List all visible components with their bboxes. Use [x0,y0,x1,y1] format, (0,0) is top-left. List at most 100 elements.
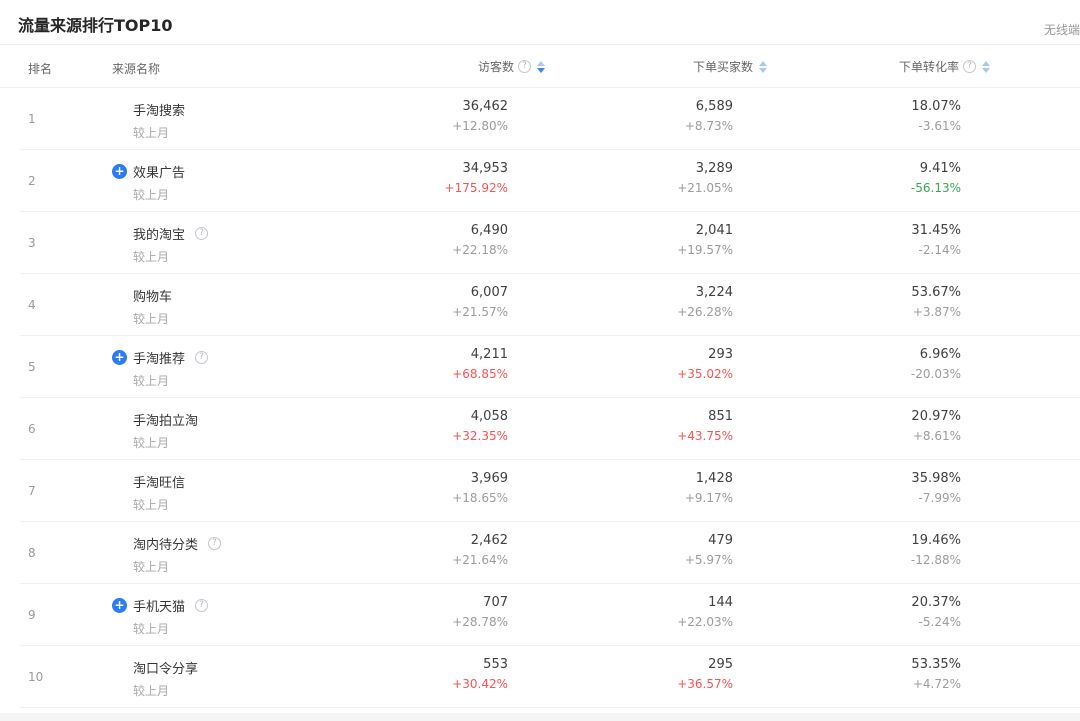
column-label-conversion: 下单转化率 [898,60,959,74]
buyers-cell: 293 +35.02% [677,347,733,381]
compare-label: 较上月 [133,126,170,140]
buyers-value: 144 [708,595,733,610]
conversion-change: +3.87% [912,305,961,319]
compare-label: 较上月 [133,560,170,574]
rank-number: 3 [28,236,36,250]
buyers-change: +26.28% [677,305,733,319]
source-name: 手淘旺信 [133,476,186,491]
source-name: 我的淘宝 [133,228,186,243]
visitors-change: +21.64% [452,553,508,567]
buyers-change: +19.57% [677,243,733,257]
conversion-change: -20.03% [910,367,961,381]
buyers-change: +5.97% [684,553,733,567]
buyers-cell: 1,428 +9.17% [685,471,733,505]
table-row: 7 + 手淘旺信 较上月 3,969 +18.65% 1,428 +9.17% … [0,460,1080,522]
source-name: 手淘拍立淘 [133,414,199,429]
buyers-value: 2,041 [695,223,733,238]
buyers-value: 3,224 [695,285,733,300]
help-icon[interactable]: ? [518,60,531,73]
source-cell: + 淘内待分类 ? 较上月 [112,534,222,575]
source-name: 手机天猫 [133,600,186,615]
conversion-cell: 19.46% -12.88% [911,533,961,567]
conversion-value: 20.37% [911,595,961,610]
table-row: 1 + 手淘搜索 较上月 36,462 +12.80% 6,589 +8.73%… [0,88,1080,150]
visitors-cell: 3,969 +18.65% [452,471,508,505]
column-header-buyers[interactable]: 下单买家数 [693,58,767,75]
sort-desc-arrow [982,67,990,73]
help-icon[interactable]: ? [963,60,976,73]
visitors-change: +30.42% [452,677,508,691]
visitors-change: +32.35% [452,429,508,443]
visitors-cell: 34,953 +175.92% [445,161,508,195]
conversion-change: +8.61% [912,429,961,443]
expand-plus-icon[interactable]: + [112,164,127,179]
buyers-cell: 851 +43.75% [677,409,733,443]
conversion-cell: 9.41% -56.13% [911,161,961,195]
visitors-value: 553 [483,657,508,672]
column-label-visitors: 访客数 [477,60,514,74]
rank-number: 6 [28,422,36,436]
help-icon[interactable]: ? [195,599,209,612]
conversion-change: -5.24% [918,615,961,629]
terminal-filter-link[interactable]: 无线端 [1044,23,1080,37]
expand-plus-icon[interactable]: + [112,350,127,365]
table-row: 8 + 淘内待分类 ? 较上月 2,462 +21.64% 479 +5.97%… [0,522,1080,584]
sort-icon[interactable] [537,60,545,73]
source-name: 淘内待分类 [133,538,199,553]
column-header-visitors[interactable]: 访客数 ? [478,58,545,75]
buyers-change: +9.17% [684,491,733,505]
help-icon[interactable]: ? [195,351,209,364]
visitors-cell: 6,007 +21.57% [452,285,508,319]
table-row: 4 + 购物车 较上月 6,007 +21.57% 3,224 +26.28% … [0,274,1080,336]
source-cell: + 手机天猫 ? 较上月 [112,596,209,637]
sort-desc-arrow [759,67,767,73]
sort-icon[interactable] [759,60,767,73]
visitors-value: 3,969 [470,471,508,486]
buyers-change: +43.75% [677,429,733,443]
help-icon[interactable]: ? [208,537,222,550]
compare-label: 较上月 [133,312,170,326]
visitors-change: +22.18% [452,243,508,257]
rank-number: 4 [28,298,36,312]
sort-icon[interactable] [982,60,990,73]
source-name: 淘口令分享 [133,662,199,677]
buyers-value: 479 [708,533,733,548]
page-background-strip [0,713,1080,721]
buyers-change: +36.57% [677,677,733,691]
buyers-cell: 479 +5.97% [685,533,733,567]
buyers-cell: 144 +22.03% [677,595,733,629]
help-icon[interactable]: ? [195,227,209,240]
visitors-cell: 553 +30.42% [452,657,508,691]
compare-label: 较上月 [133,436,170,450]
conversion-change: -7.99% [918,491,961,505]
visitors-value: 6,490 [470,223,508,238]
source-cell: + 我的淘宝 ? 较上月 [112,224,209,265]
conversion-cell: 6.96% -20.03% [911,347,961,381]
conversion-value: 31.45% [911,223,961,238]
source-cell: + 手淘旺信 较上月 [112,472,185,513]
visitors-value: 2,462 [470,533,508,548]
visitors-change: +12.80% [452,119,508,133]
buyers-cell: 295 +36.57% [677,657,733,691]
expand-plus-icon[interactable]: + [112,598,127,613]
conversion-cell: 53.67% +3.87% [911,285,961,319]
visitors-value: 4,058 [470,409,508,424]
page-title: 流量来源排行TOP10 [18,16,173,35]
visitors-cell: 4,211 +68.85% [452,347,508,381]
source-cell: + 手淘拍立淘 较上月 [112,410,198,451]
conversion-cell: 35.98% -7.99% [911,471,961,505]
compare-label: 较上月 [133,374,170,388]
compare-label: 较上月 [133,250,170,264]
table-row: 10 + 淘口令分享 较上月 553 +30.42% 295 +36.57% 5… [0,646,1080,708]
visitors-cell: 707 +28.78% [452,595,508,629]
conversion-value: 6.96% [919,347,961,362]
visitors-change: +21.57% [452,305,508,319]
visitors-value: 36,462 [462,99,509,114]
conversion-change: +4.72% [912,677,961,691]
compare-label: 较上月 [133,684,170,698]
buyers-cell: 3,289 +21.05% [677,161,733,195]
buyers-value: 1,428 [695,471,733,486]
column-header-conversion[interactable]: 下单转化率 ? [899,58,990,75]
visitors-cell: 36,462 +12.80% [452,99,508,133]
visitors-change: +68.85% [452,367,508,381]
